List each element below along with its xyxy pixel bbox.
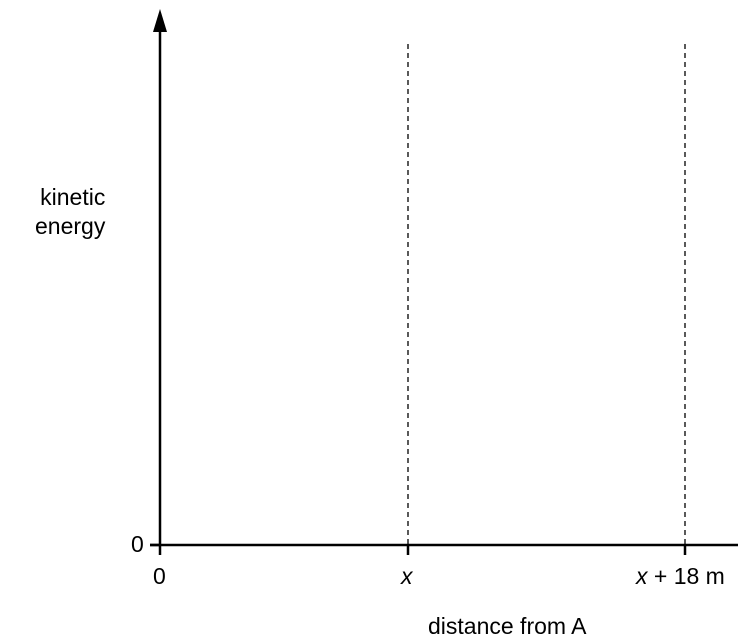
y-axis-label: kinetic energy [35, 183, 106, 241]
x-tick-label-0-text: 0 [153, 563, 166, 589]
x-tick-label-x-plus-18-suffix: + 18 m [647, 563, 725, 589]
y-axis-arrowhead [153, 9, 167, 32]
y-axis-label-line1: kinetic [40, 184, 106, 210]
x-tick-label-x-plus-18-var: x [636, 563, 648, 589]
x-tick-label-x-var: x [401, 563, 413, 589]
x-axis-label: distance from A [428, 613, 587, 639]
x-tick-label-x-plus-18: x + 18 m [636, 563, 725, 589]
x-tick-label-x: x [401, 563, 413, 589]
y-axis-label-line2: energy [35, 213, 106, 239]
x-tick-label-0: 0 [153, 563, 166, 589]
y-axis-origin-label: 0 [131, 531, 144, 557]
